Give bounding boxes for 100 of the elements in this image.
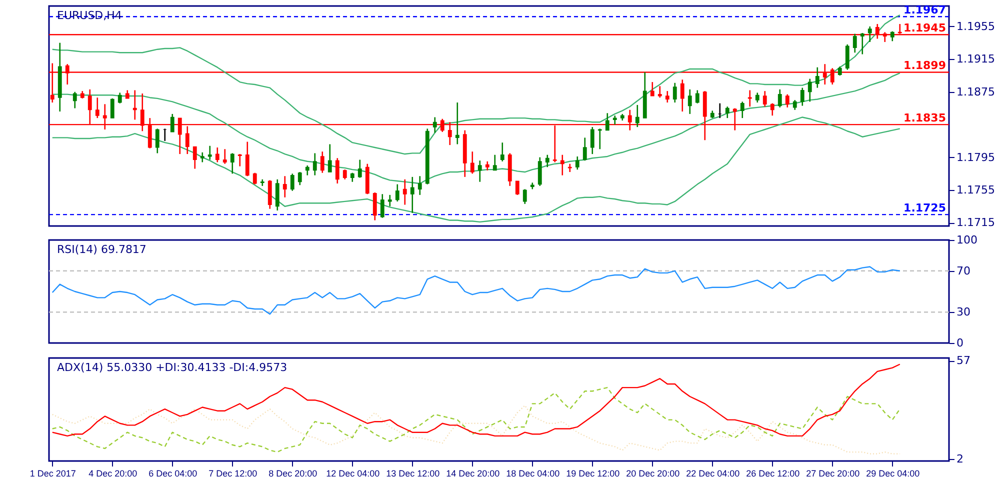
candlestick	[320, 150, 324, 174]
candlestick	[492, 154, 497, 172]
candlestick	[800, 87, 804, 106]
candlestick	[402, 178, 407, 206]
candlestick	[155, 128, 160, 154]
candlestick	[725, 106, 730, 119]
line-series	[52, 364, 900, 437]
candlestick	[275, 178, 280, 212]
y-tick-label: 70	[956, 264, 970, 278]
candlestick	[755, 92, 760, 104]
candlestick	[72, 91, 77, 109]
candlestick	[470, 150, 474, 174]
candlestick	[785, 94, 790, 108]
candlestick	[410, 176, 414, 214]
candlestick	[695, 90, 700, 104]
candlestick	[388, 194, 392, 208]
candlestick	[170, 113, 174, 133]
candlestick	[762, 90, 767, 108]
y-tick-label: 1.1955	[956, 20, 995, 33]
candlestick	[778, 88, 782, 108]
candlestick	[815, 66, 820, 88]
candlestick	[208, 145, 212, 160]
x-tick-label: 14 Dec 20:00	[446, 468, 500, 478]
ref-line-label: 1.1835	[904, 112, 946, 125]
candlestick	[575, 156, 580, 170]
ref-line-label: 1.1945	[904, 22, 946, 35]
candlestick	[95, 96, 100, 119]
candlestick	[215, 146, 220, 163]
candlestick	[560, 154, 564, 176]
x-tick-label: 1 Dec 2017	[30, 468, 76, 478]
candlestick	[268, 180, 272, 210]
candlestick	[605, 112, 610, 131]
ref-line-label: 1.1899	[904, 59, 946, 72]
x-tick-label: 22 Dec 04:00	[686, 468, 740, 478]
candlestick	[890, 30, 894, 42]
candlestick	[432, 116, 437, 134]
candlestick	[290, 173, 294, 192]
candlestick	[688, 88, 692, 115]
line-series	[52, 266, 900, 315]
candlestick	[852, 33, 857, 54]
candlestick	[305, 164, 310, 176]
y-tick-label: 30	[956, 306, 970, 319]
y-tick-label: 1.1795	[956, 150, 995, 164]
candlestick	[500, 142, 504, 162]
candlestick	[200, 152, 204, 163]
y-tick-label: 1.1715	[956, 216, 995, 230]
x-tick-label: 13 Dec 12:00	[386, 468, 440, 478]
candlestick	[582, 137, 587, 162]
candlestick	[238, 153, 242, 167]
line-series	[52, 386, 900, 453]
candlestick	[312, 152, 317, 176]
line-series	[52, 116, 900, 223]
candlestick	[298, 171, 302, 186]
y-tick-label: 2	[956, 452, 964, 466]
x-tick-label: 8 Dec 20:00	[268, 468, 318, 478]
candlestick	[598, 128, 602, 150]
candlestick	[380, 193, 384, 218]
candlestick	[740, 101, 744, 119]
chart-title: ADX(14) 55.0330 +DI:30.4133 -DI:4.9573	[57, 361, 288, 374]
line-series	[52, 404, 900, 454]
chart-title: EURUSD,H4	[57, 9, 122, 22]
candlestick	[635, 104, 640, 128]
candlestick	[845, 44, 850, 70]
candlestick	[672, 82, 677, 104]
candlestick	[545, 154, 550, 168]
candlestick	[282, 175, 287, 198]
x-tick-label: 26 Dec 12:00	[746, 468, 800, 478]
candlestick	[658, 86, 662, 98]
candlestick	[478, 160, 482, 182]
candlestick	[650, 81, 654, 97]
x-tick-label: 29 Dec 04:00	[866, 468, 920, 478]
candlestick	[342, 168, 347, 180]
y-tick-label: 1.1875	[956, 85, 995, 98]
candlestick	[230, 152, 234, 174]
candlestick	[590, 126, 594, 155]
candlestick	[680, 78, 684, 112]
x-tick-label: 6 Dec 04:00	[148, 468, 198, 478]
candlestick	[860, 32, 864, 55]
candlestick	[568, 163, 572, 173]
ref-line-label: 1.1967	[904, 4, 946, 17]
candlestick	[328, 144, 332, 173]
y-tick-label: 0	[956, 336, 964, 350]
x-tick-label: 18 Dec 04:00	[506, 468, 560, 478]
x-tick-label: 20 Dec 20:00	[626, 468, 680, 478]
candlestick	[418, 175, 422, 196]
y-tick-label: 1.1755	[956, 184, 995, 197]
candlestick	[770, 102, 774, 116]
candlestick	[395, 184, 400, 202]
candlestick	[538, 156, 542, 187]
ref-line-label: 1.1725	[904, 202, 946, 215]
candlestick	[808, 78, 812, 102]
candlestick	[515, 180, 520, 196]
candlestick	[665, 90, 670, 104]
candlestick	[335, 157, 340, 184]
x-tick-label: 4 Dec 20:00	[88, 468, 138, 478]
candlestick	[868, 26, 872, 43]
candlestick	[118, 92, 122, 104]
candlestick	[522, 188, 527, 205]
y-tick-label: 100	[956, 234, 978, 246]
chart-title: RSI(14) 69.7817	[57, 243, 146, 256]
